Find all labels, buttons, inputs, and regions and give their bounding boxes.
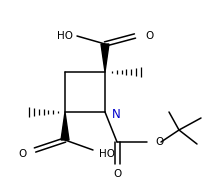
Text: O: O [145, 31, 153, 41]
Text: HO: HO [57, 31, 73, 41]
Text: O: O [113, 169, 121, 179]
Text: O: O [18, 149, 26, 159]
Text: N: N [112, 107, 121, 120]
Text: HO: HO [99, 149, 115, 159]
Text: O: O [155, 137, 163, 147]
Polygon shape [101, 44, 109, 72]
Polygon shape [61, 112, 69, 140]
